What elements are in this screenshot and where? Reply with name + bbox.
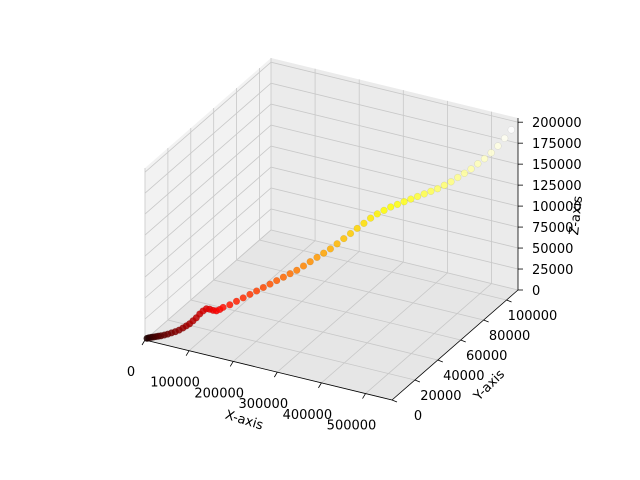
z-tick-label: 0 bbox=[532, 284, 540, 299]
z-tick-label: 75000 bbox=[532, 221, 573, 236]
y-tick-mark bbox=[483, 319, 489, 323]
data-point bbox=[393, 200, 402, 209]
data-point bbox=[367, 214, 375, 222]
z-grid-line bbox=[144, 187, 519, 299]
z-grid-line bbox=[144, 103, 519, 215]
data-point bbox=[266, 280, 274, 288]
data-point bbox=[239, 294, 247, 302]
data-point bbox=[387, 203, 395, 211]
axis-lines bbox=[141, 118, 523, 403]
data-point bbox=[501, 134, 509, 142]
x-tick-label: 300000 bbox=[238, 397, 288, 412]
data-point bbox=[380, 206, 388, 215]
data-point bbox=[460, 169, 469, 177]
y-tick-label: 60000 bbox=[466, 349, 507, 364]
y-tick-mark bbox=[391, 399, 398, 403]
data-point bbox=[232, 297, 241, 305]
x-tick-mark bbox=[229, 361, 234, 367]
data-point bbox=[507, 126, 515, 134]
y-tick-mark bbox=[506, 299, 512, 303]
x-tick-label: 0 bbox=[127, 365, 135, 380]
data-point bbox=[273, 277, 281, 285]
data-point bbox=[326, 245, 335, 253]
y-tick-label: 20000 bbox=[420, 389, 461, 404]
data-point bbox=[420, 190, 428, 198]
grid-lines bbox=[144, 58, 519, 401]
y-tick-mark bbox=[437, 359, 443, 363]
data-point bbox=[299, 262, 308, 270]
data-point bbox=[474, 160, 482, 168]
data-point bbox=[353, 224, 361, 233]
x-tick-label: 500000 bbox=[327, 419, 377, 434]
data-point bbox=[279, 273, 288, 281]
x-tick-label: 100000 bbox=[150, 376, 200, 391]
data-points bbox=[143, 126, 515, 343]
z-tick-label: 50000 bbox=[532, 242, 573, 257]
y-tick-label: 40000 bbox=[443, 369, 484, 384]
x-tick-label: 200000 bbox=[194, 386, 244, 401]
z-tick-label: 100000 bbox=[532, 200, 582, 215]
pane-back bbox=[271, 58, 518, 290]
data-point bbox=[320, 249, 328, 257]
data-point bbox=[373, 210, 381, 218]
data-point bbox=[480, 155, 489, 163]
z-tick-label: 125000 bbox=[532, 179, 582, 194]
y-tick-label: 100000 bbox=[508, 309, 558, 324]
data-point bbox=[226, 301, 234, 309]
z-tick-label: 25000 bbox=[532, 263, 573, 278]
x-tick-mark bbox=[362, 393, 366, 399]
data-point bbox=[440, 181, 448, 189]
x-tick-mark bbox=[273, 371, 278, 378]
data-point bbox=[246, 290, 254, 299]
data-point bbox=[360, 219, 368, 227]
z-grid-line bbox=[144, 208, 519, 320]
data-point bbox=[400, 198, 408, 206]
z-tick-label: 175000 bbox=[532, 137, 582, 152]
y-tick-label: 0 bbox=[414, 409, 422, 424]
data-point bbox=[286, 270, 294, 278]
z-grid-line bbox=[144, 229, 519, 341]
z-grid-line bbox=[144, 166, 519, 278]
data-point bbox=[333, 240, 341, 248]
data-point bbox=[259, 283, 267, 292]
data-point bbox=[487, 149, 495, 157]
data-point bbox=[219, 303, 227, 312]
y-tick-mark bbox=[460, 339, 466, 343]
data-point bbox=[467, 165, 475, 173]
y-tick-label: 80000 bbox=[489, 329, 530, 344]
x-axis-line bbox=[144, 339, 393, 401]
y-tick-mark bbox=[414, 379, 421, 383]
z-tick-label: 150000 bbox=[532, 158, 582, 173]
z-grid-line bbox=[144, 124, 519, 236]
x-tick-mark bbox=[185, 350, 190, 356]
data-point bbox=[293, 266, 301, 274]
x-tick-label: 400000 bbox=[283, 408, 333, 423]
data-point bbox=[427, 187, 435, 195]
z-grid-line bbox=[144, 82, 519, 194]
y-axis-line bbox=[391, 289, 519, 401]
data-point bbox=[447, 178, 455, 186]
pane-left bbox=[145, 58, 271, 340]
axis-panes bbox=[145, 58, 518, 400]
data-point bbox=[306, 258, 314, 266]
data-point bbox=[434, 185, 442, 193]
data-point bbox=[313, 253, 321, 262]
data-point bbox=[346, 229, 355, 238]
data-point bbox=[340, 235, 348, 243]
data-point bbox=[407, 195, 415, 203]
tick-labels: 0100000200000300000400000500000020000400… bbox=[127, 116, 582, 433]
x-tick-mark bbox=[318, 382, 322, 389]
x-tick-mark bbox=[141, 339, 146, 346]
data-point bbox=[494, 142, 502, 150]
data-point bbox=[413, 192, 422, 201]
z-axis-label: Z-axis bbox=[567, 195, 586, 236]
data-point bbox=[253, 287, 261, 295]
z-grid-line bbox=[144, 61, 519, 173]
data-point bbox=[454, 173, 462, 182]
z-tick-label: 200000 bbox=[532, 116, 582, 131]
